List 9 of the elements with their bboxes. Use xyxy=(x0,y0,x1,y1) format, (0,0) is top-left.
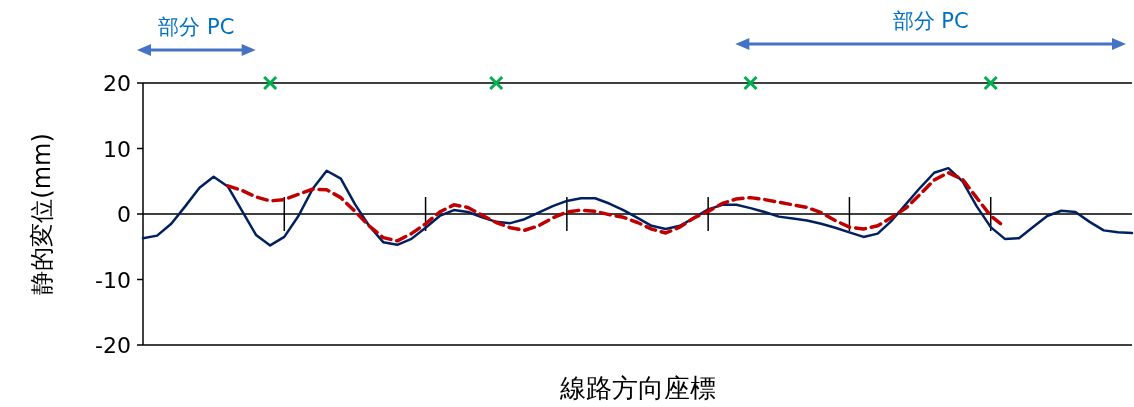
text: 部分 PC xyxy=(892,9,969,33)
y-tick-label: 0 xyxy=(117,202,131,227)
y-axis-title: 静的変位(mm) xyxy=(28,133,56,295)
y-tick-label: -10 xyxy=(95,267,131,293)
x-axis-title: 線路方向座標 xyxy=(558,373,716,403)
y-tick-label: 20 xyxy=(103,71,131,96)
text: 部分 PC xyxy=(158,15,235,39)
y-tick-label: 10 xyxy=(103,136,131,162)
y-tick-label: -20 xyxy=(95,333,131,358)
